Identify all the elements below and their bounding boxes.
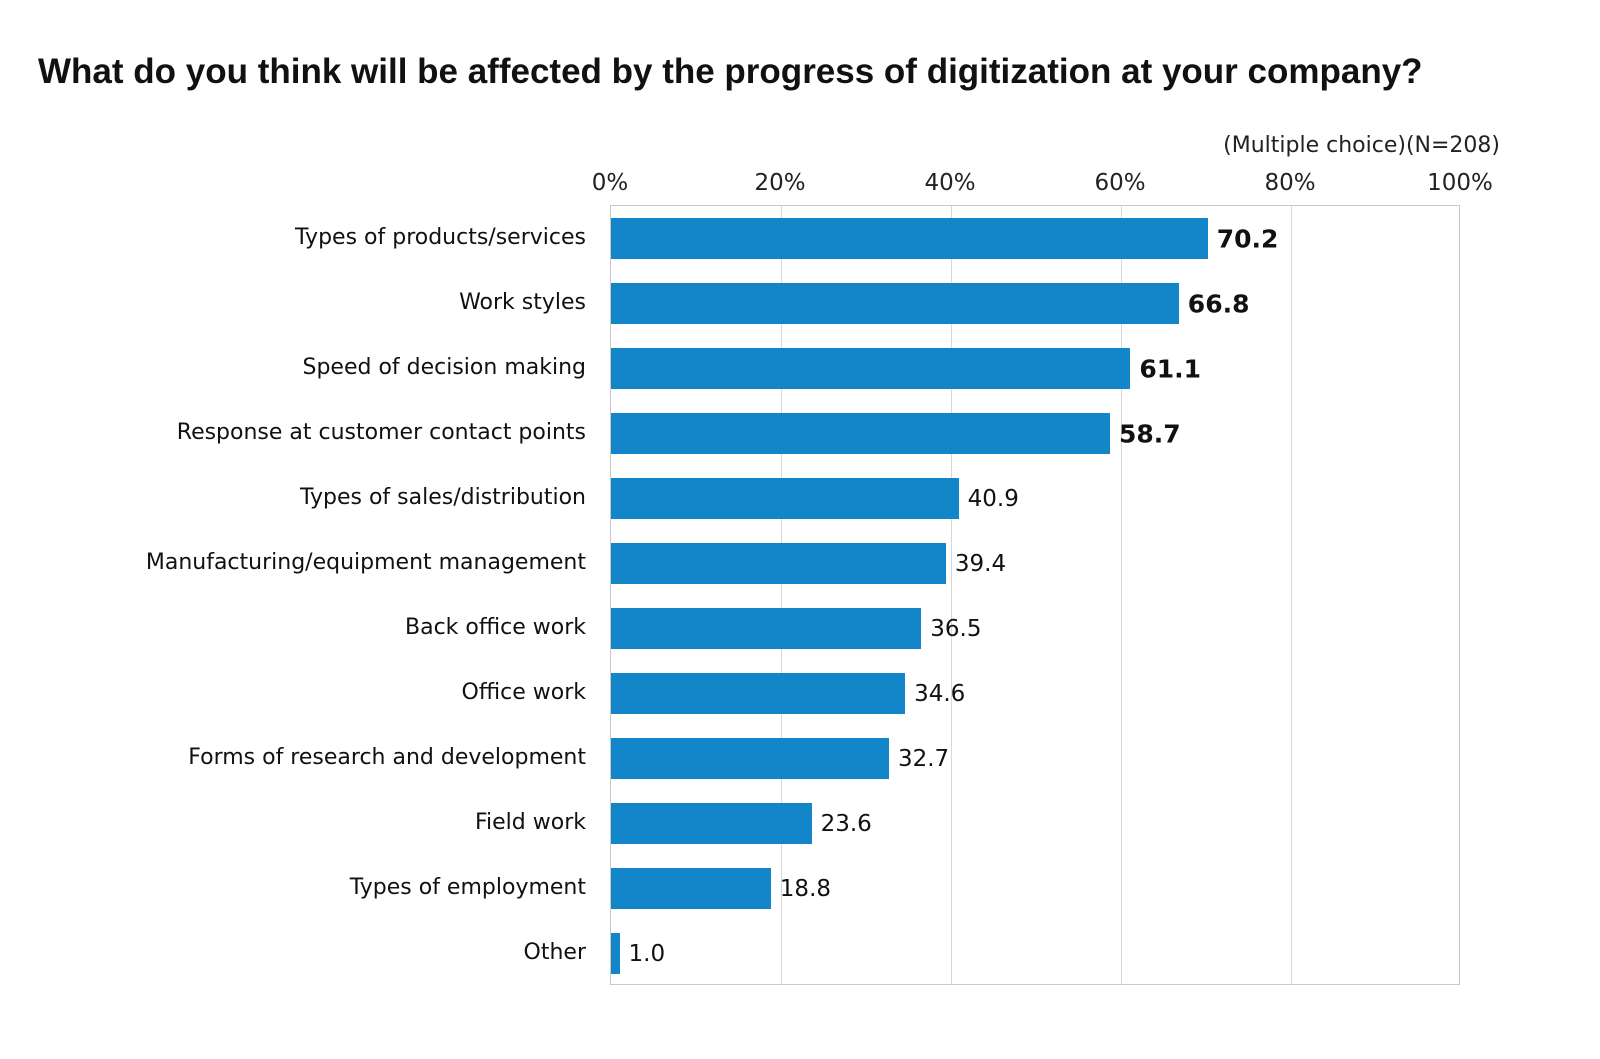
bar-row: 32.7 — [611, 726, 1459, 791]
gridline — [951, 206, 952, 984]
bar — [611, 868, 771, 909]
bar — [611, 933, 620, 974]
bar — [611, 673, 906, 714]
category-label: Work styles — [459, 290, 586, 315]
category-label: Office work — [461, 680, 586, 705]
bar — [611, 543, 946, 584]
x-tick-label: 40% — [924, 170, 976, 196]
bar-value-label: 34.6 — [914, 680, 966, 707]
bar-row: 70.2 — [611, 206, 1459, 271]
bar — [611, 803, 812, 844]
gridline — [1121, 206, 1122, 984]
x-tick-label: 80% — [1264, 170, 1316, 196]
bar-row: 34.6 — [611, 661, 1459, 726]
x-tick-label: 0% — [591, 170, 629, 196]
bar — [611, 348, 1131, 389]
bar-row: 1.0 — [611, 921, 1459, 986]
bar-row: 66.8 — [611, 271, 1459, 336]
bar — [611, 608, 922, 649]
category-label: Types of employment — [349, 875, 586, 900]
x-axis: 0% 20% 40% 60% 80% 100% — [0, 170, 1600, 202]
category-label: Speed of decision making — [302, 355, 586, 380]
bar-value-label: 61.1 — [1139, 354, 1202, 383]
category-label: Manufacturing/equipment management — [145, 550, 586, 575]
category-label: Other — [523, 940, 586, 965]
bar — [611, 283, 1179, 324]
bar-row: 61.1 — [611, 336, 1459, 401]
bar-row: 36.5 — [611, 596, 1459, 661]
category-label: Back office work — [405, 615, 586, 640]
x-tick-label: 60% — [1094, 170, 1146, 196]
gridline — [781, 206, 782, 984]
bar-value-label: 39.4 — [954, 550, 1007, 577]
bar — [611, 413, 1110, 454]
bar-value-label: 70.2 — [1216, 224, 1279, 253]
bar — [611, 738, 889, 779]
bar-value-label: 18.8 — [779, 875, 832, 902]
bar-value-label: 23.6 — [820, 810, 872, 837]
x-tick-label: 20% — [754, 170, 806, 196]
category-label: Types of sales/distribution — [299, 485, 586, 510]
category-label: Forms of research and development — [188, 745, 586, 770]
category-labels: Types of products/services Work styles Spe… — [0, 205, 598, 985]
category-label: Types of products/services — [295, 225, 586, 250]
bar-row: 23.6 — [611, 791, 1459, 856]
x-tick-label: 100% — [1427, 170, 1493, 196]
bar-row: 39.4 — [611, 531, 1459, 596]
plot-area: 70.2 66.8 61.1 58.7 40.9 39.4 36.5 34.6 32.7 23.6… — [610, 205, 1460, 985]
bar-value-label: 32.7 — [897, 745, 950, 772]
bar-value-label: 66.8 — [1187, 289, 1250, 318]
bar — [611, 478, 959, 519]
bar-value-label: 58.7 — [1118, 419, 1181, 448]
bar — [611, 218, 1208, 259]
gridline — [1291, 206, 1292, 984]
bar-value-label: 40.9 — [967, 485, 1019, 512]
bar-rows: 70.2 66.8 61.1 58.7 40.9 39.4 36.5 34.6 32.7 23.6… — [611, 206, 1459, 984]
chart-title: What do you think will be affected by th… — [38, 52, 1423, 91]
bar-row: 18.8 — [611, 856, 1459, 921]
category-label: Response at customer contact points — [176, 420, 586, 445]
bar-row: 40.9 — [611, 466, 1459, 531]
category-label: Field work — [474, 810, 586, 835]
bar-row: 58.7 — [611, 401, 1459, 466]
bar-value-label: 1.0 — [628, 940, 666, 967]
bar-value-label: 36.5 — [930, 615, 982, 642]
chart-note: (Multiple choice)(N=208) — [1223, 133, 1500, 158]
